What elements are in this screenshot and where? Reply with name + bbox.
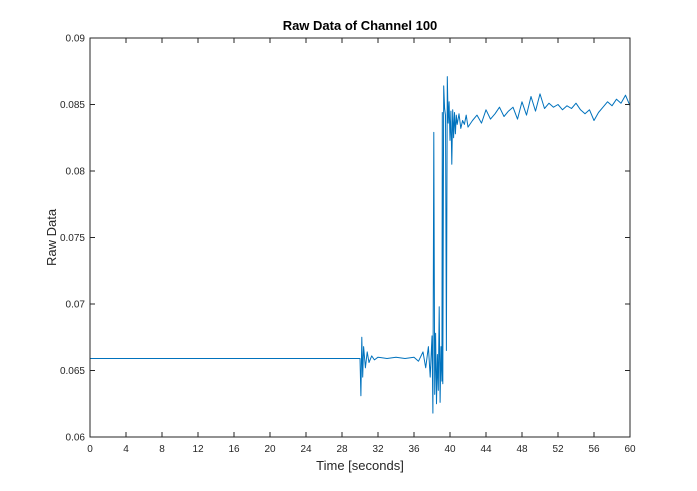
y-tick-label: 0.07 [66, 300, 86, 311]
y-axis-label: Raw Data [44, 208, 59, 266]
x-tick-label: 0 [87, 444, 93, 455]
x-tick-label: 12 [192, 444, 204, 455]
x-tick-label: 8 [159, 444, 165, 455]
x-tick-label: 20 [264, 444, 276, 455]
x-axis-label: Time [seconds] [316, 458, 404, 473]
series-line-0 [90, 76, 631, 414]
y-tick-label: 0.065 [60, 366, 85, 377]
tick-layer: 0 4 8 12 16 20 24 28 32 36 40 44 48 52 56 600.060.0650.… [60, 34, 636, 456]
x-tick-label: 32 [372, 444, 384, 455]
y-tick-label: 0.075 [60, 233, 85, 244]
x-tick-label: 56 [588, 444, 600, 455]
chart-title: Raw Data of Channel 100 [283, 18, 438, 33]
x-tick-label: 36 [408, 444, 420, 455]
x-tick-label: 28 [336, 444, 348, 455]
x-tick-label: 52 [552, 444, 564, 455]
y-tick-label: 0.09 [66, 34, 86, 45]
y-tick-label: 0.085 [60, 100, 85, 111]
axes-box [89, 37, 631, 438]
x-tick-label: 4 [123, 444, 129, 455]
x-tick-label: 16 [228, 444, 240, 455]
x-tick-label: 48 [516, 444, 528, 455]
series-layer [90, 76, 631, 414]
x-tick-label: 40 [444, 444, 456, 455]
x-tick-label: 24 [300, 444, 312, 455]
y-tick-label: 0.06 [66, 433, 86, 444]
y-tick-label: 0.08 [66, 167, 86, 178]
x-tick-label: 44 [480, 444, 492, 455]
x-tick-label: 60 [624, 444, 636, 455]
